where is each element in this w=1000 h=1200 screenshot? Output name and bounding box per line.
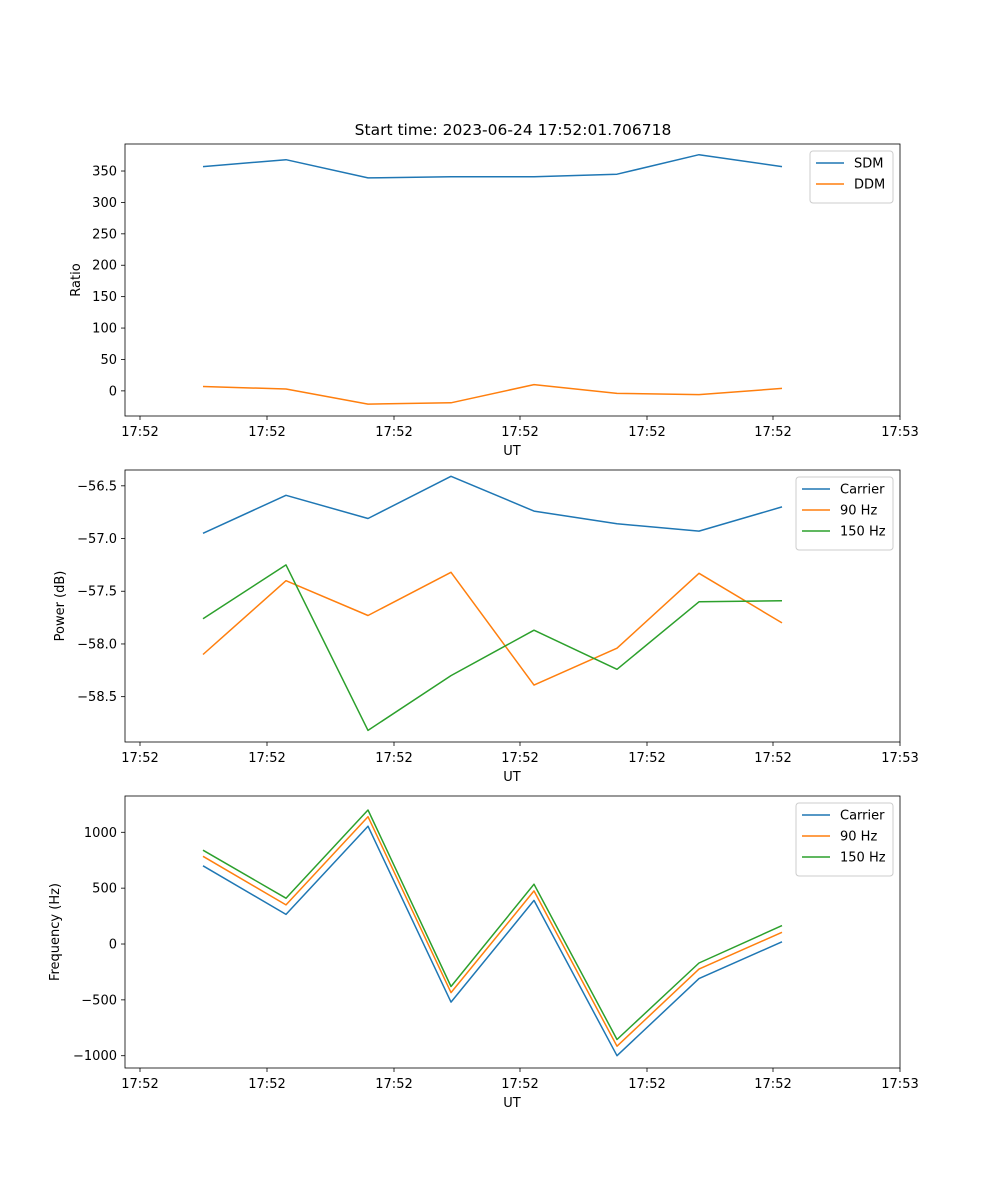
y-tick-label: 250 [92, 227, 117, 242]
x-axis-label: UT [503, 1096, 521, 1111]
y-tick-label: −57.5 [77, 585, 117, 600]
x-tick-label: 17:52 [248, 425, 285, 440]
y-tick-label: 200 [92, 259, 117, 274]
legend-entry: 150 Hz [840, 851, 886, 866]
y-axis-label: Ratio [69, 263, 84, 296]
x-tick-label: 17:52 [121, 1077, 158, 1092]
x-tick-label: 17:52 [628, 425, 665, 440]
y-axis-label: Frequency (Hz) [48, 883, 63, 981]
x-tick-label: 17:52 [121, 425, 158, 440]
legend-box [809, 150, 894, 204]
legend-entry: Carrier [840, 809, 885, 824]
axes-frame [124, 795, 901, 1069]
y-tick-label: −58.5 [77, 690, 117, 705]
y-tick-label: −500 [81, 993, 117, 1008]
y-axis-label: Power (dB) [53, 571, 68, 642]
chart-panel-2: 17:52 17:52 17:52 17:52 17:52 17:52 17:53 −58.5… [53, 469, 919, 785]
series-line-carrier [202, 475, 783, 534]
x-tick-label: 17:52 [754, 425, 791, 440]
x-tick-label: 17:52 [501, 425, 538, 440]
x-tick-label: 17:52 [628, 751, 665, 766]
x-tick-label: 17:52 [754, 1077, 791, 1092]
y-tick-label: −56.5 [77, 479, 117, 494]
y-tick-label: 350 [92, 165, 117, 180]
x-axis-label: UT [503, 444, 521, 459]
x-tick-label: 17:52 [375, 425, 412, 440]
x-axis-label: UT [503, 770, 521, 785]
x-tick-label: 17:53 [881, 751, 918, 766]
chart-panel-3: 17:52 17:52 17:52 17:52 17:52 17:52 17:53 −1000… [48, 795, 919, 1111]
x-tick-label: 17:52 [121, 751, 158, 766]
legend: Carrier 90 Hz 150 Hz [795, 476, 894, 551]
x-tick-label: 17:52 [375, 751, 412, 766]
legend: Carrier 90 Hz 150 Hz [795, 802, 894, 877]
x-tick-label: 17:52 [501, 751, 538, 766]
y-tick-label: 500 [92, 882, 117, 897]
y-tick-label: 1000 [84, 826, 117, 841]
axes-frame [124, 143, 901, 417]
y-tick-label: 150 [92, 290, 117, 305]
y-tick-label: −58.0 [77, 637, 117, 652]
series-line-carrier [202, 825, 783, 1057]
series-line-90-hz [202, 815, 783, 1047]
y-tick-label: −57.0 [77, 532, 117, 547]
legend-entry: 150 Hz [840, 525, 886, 540]
y-tick-label: −1000 [73, 1049, 117, 1064]
y-tick-label: 50 [100, 353, 117, 368]
y-tick-label: 300 [92, 196, 117, 211]
x-tick-label: 17:53 [881, 1077, 918, 1092]
legend-entry: 90 Hz [840, 504, 877, 519]
x-tick-label: 17:53 [881, 425, 918, 440]
y-tick-label: 0 [109, 384, 117, 399]
legend-entry: DDM [854, 178, 885, 193]
legend-entry: 90 Hz [840, 830, 877, 845]
y-tick-label: 100 [92, 322, 117, 337]
x-tick-label: 17:52 [754, 751, 791, 766]
legend-entry: SDM [854, 157, 883, 172]
legend-entry: Carrier [840, 483, 885, 498]
chart-title: Start time: 2023-06-24 17:52:01.706718 [355, 121, 672, 139]
chart-panel-1: 17:52 17:52 17:52 17:52 17:52 17:52 17:53 0 50 10… [69, 143, 919, 459]
chart-panels: 17:52 17:52 17:52 17:52 17:52 17:52 17:53 0 50 10… [48, 143, 919, 1111]
y-tick-label: 0 [109, 938, 117, 953]
legend: SDM DDM [809, 150, 894, 204]
x-tick-label: 17:52 [501, 1077, 538, 1092]
series-line-ddm [202, 383, 783, 405]
series-line-150-hz [202, 809, 783, 1041]
axes-frame [124, 469, 901, 743]
x-tick-label: 17:52 [628, 1077, 665, 1092]
series-line-90-hz [202, 571, 783, 686]
series-line-sdm [202, 153, 783, 179]
x-tick-label: 17:52 [248, 751, 285, 766]
series-line-150-hz [202, 564, 783, 732]
x-tick-label: 17:52 [248, 1077, 285, 1092]
x-tick-label: 17:52 [375, 1077, 412, 1092]
